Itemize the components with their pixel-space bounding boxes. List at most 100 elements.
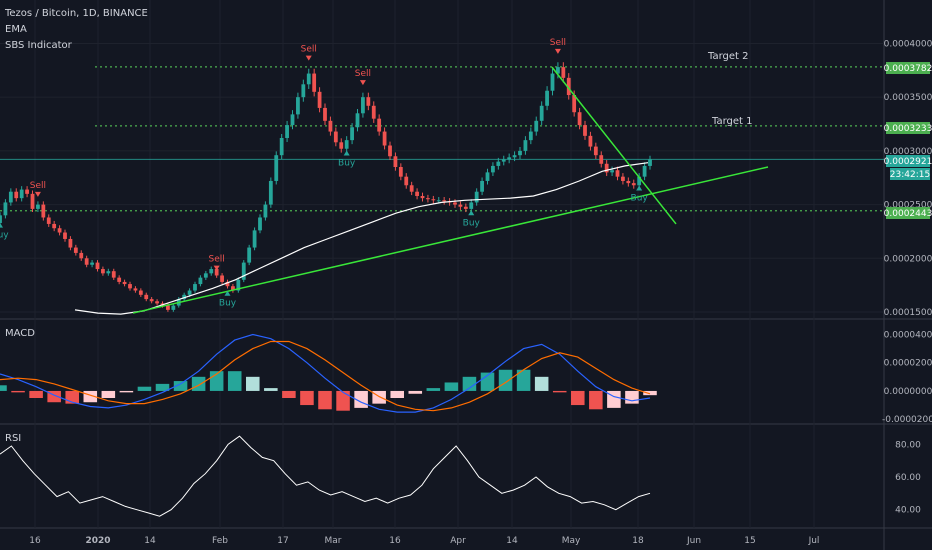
macd-histogram-bar — [498, 369, 513, 391]
candle-body — [566, 77, 571, 96]
support-trendline — [132, 166, 769, 314]
macd-histogram-bar — [137, 386, 152, 391]
macd-histogram-bar — [227, 371, 242, 391]
macd-histogram-bar — [462, 376, 477, 391]
sell-arrow-icon — [34, 191, 41, 197]
candle-body — [52, 223, 57, 229]
time-tick-label: 15 — [744, 536, 755, 546]
candle-body — [68, 238, 73, 248]
candle-body — [469, 202, 474, 209]
candle-body — [415, 191, 419, 196]
time-tick-label: May — [562, 536, 581, 546]
sell-arrow-icon — [554, 48, 561, 54]
candle-body — [84, 258, 89, 265]
candle-body — [25, 189, 29, 194]
candle-body — [57, 228, 62, 233]
candle-body — [599, 155, 604, 164]
candle-body — [631, 183, 636, 186]
target-1-price-badge — [886, 122, 930, 134]
price-tick-label: 0.0002000 — [884, 254, 932, 264]
candle-body — [155, 301, 159, 304]
target-2-price: 0.0003782 — [884, 64, 932, 74]
candles — [0, 62, 652, 312]
macd-line — [0, 333, 651, 413]
candle-body — [203, 273, 208, 278]
sell-label: Sell — [209, 255, 225, 265]
candle-body — [404, 176, 409, 186]
candle-body — [301, 84, 306, 98]
buy-label: Buy — [0, 231, 9, 241]
candle-body — [209, 269, 214, 274]
buy-label: Buy — [631, 194, 649, 204]
candle-body — [366, 97, 371, 106]
candle-body — [263, 204, 268, 218]
time-tick-label: 14 — [506, 536, 518, 546]
candle-body — [290, 114, 295, 126]
time-tick-label: 2020 — [85, 536, 110, 546]
candle-body — [231, 286, 235, 291]
candle-body — [193, 284, 197, 291]
macd-histogram-bar — [444, 382, 459, 391]
macd-histogram-bar — [372, 390, 386, 404]
candle-body — [626, 180, 631, 184]
candle-body — [539, 105, 544, 121]
macd-histogram-bar — [47, 390, 61, 403]
candle-body — [512, 155, 517, 158]
candle-body — [528, 131, 533, 141]
time-tick-label: Jul — [808, 536, 820, 546]
candle-body — [3, 202, 8, 216]
candle-body — [604, 163, 609, 173]
target-2-price-badge — [886, 62, 930, 74]
candle-body — [149, 299, 154, 302]
macd-tick-label: -0.0000200 — [882, 415, 932, 425]
candle-body — [258, 217, 262, 231]
macd-tick-label: 0.0000000 — [884, 387, 932, 397]
level-lines — [0, 66, 884, 212]
macd-histogram-bar — [119, 390, 134, 393]
macd-histogram-bar — [173, 381, 188, 391]
indicator-sbs-label[interactable]: SBS Indicator — [5, 40, 73, 51]
macd-histogram-bar — [534, 376, 549, 391]
candle-body — [241, 262, 246, 280]
candle-body — [328, 120, 333, 132]
candle-body — [252, 230, 257, 248]
candle-body — [279, 138, 284, 156]
rsi-tick-label: 40.00 — [895, 506, 921, 516]
indicator-ema-label[interactable]: EMA — [5, 24, 27, 35]
candle-body — [458, 204, 463, 207]
candle-body — [0, 215, 2, 224]
candle-body — [46, 217, 51, 224]
rsi-tick-label: 60.00 — [895, 473, 921, 483]
candle-body — [323, 107, 327, 121]
chart-title[interactable]: Tezos / Bitcoin, 1D, BINANCE — [4, 8, 148, 19]
macd-histogram-bar — [318, 390, 332, 410]
candle-body — [14, 191, 19, 199]
macd-histogram-bar — [282, 390, 296, 398]
buy-arrow-icon — [343, 150, 350, 156]
candle-body — [637, 176, 642, 186]
candle-body — [550, 73, 555, 91]
macd-histogram-bar — [426, 388, 441, 391]
candle-body — [388, 145, 392, 157]
macd-histogram-bar — [83, 390, 98, 403]
rsi-pane — [0, 435, 651, 517]
candle-body — [236, 279, 241, 291]
sell-arrow-icon — [213, 265, 220, 271]
price-tick-label: 0.0003000 — [884, 147, 932, 157]
sell-label: Sell — [30, 181, 46, 191]
candle-body — [377, 118, 382, 132]
bar-countdown: 23:42:15 — [890, 170, 930, 180]
candle-body — [648, 159, 652, 166]
candle-body — [171, 305, 176, 310]
macd-histogram-bar — [552, 390, 567, 393]
macd-pane — [0, 333, 657, 413]
macd-histogram-bar — [29, 390, 43, 398]
candle-body — [333, 131, 338, 143]
candle-body — [426, 198, 430, 200]
rsi-title[interactable]: RSI — [5, 433, 21, 444]
trend-lines — [132, 66, 769, 314]
macd-histogram-bar — [336, 390, 350, 411]
macd-title[interactable]: MACD — [5, 328, 35, 339]
